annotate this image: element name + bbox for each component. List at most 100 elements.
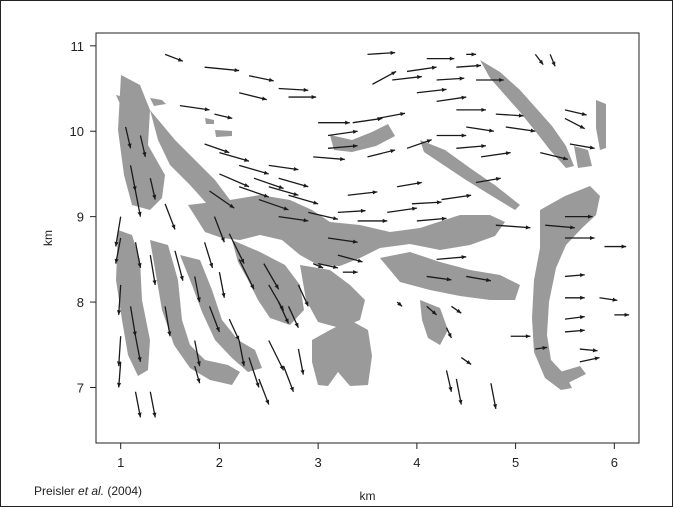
wind-arrow <box>114 237 122 264</box>
wind-arrow <box>278 301 290 324</box>
wind-arrow <box>116 284 122 315</box>
wind-arrow <box>238 186 269 198</box>
wind-arrow <box>426 56 455 61</box>
wind-arrow <box>164 53 184 62</box>
fuel-patch <box>150 98 166 106</box>
wind-arrow <box>535 345 548 351</box>
wind-arrow <box>436 133 467 138</box>
wind-arrow <box>327 144 358 149</box>
x-tick-label: 4 <box>413 455 420 470</box>
wind-arrow <box>268 340 285 371</box>
wind-arrow <box>397 181 422 188</box>
wind-arrow <box>564 328 585 333</box>
wind-arrow <box>460 357 472 365</box>
wind-arrow <box>396 301 403 307</box>
wind-arrow <box>268 164 299 172</box>
wind-arrow <box>475 176 501 184</box>
y-tick-label: 11 <box>71 39 85 54</box>
wind-arrow <box>288 95 317 100</box>
wind-arrow <box>194 365 201 384</box>
wind-arrow <box>564 273 585 278</box>
wind-arrow <box>495 224 531 230</box>
wind-arrow <box>337 208 366 214</box>
wind-arrow <box>149 391 157 418</box>
wind-arrow <box>456 107 486 112</box>
wind-arrow <box>248 75 274 82</box>
x-axis-title: km <box>360 489 376 503</box>
fuel-patch <box>560 366 586 384</box>
y-tick-label: 8 <box>77 295 84 310</box>
fuel-patches <box>116 60 606 390</box>
wind-arrow <box>480 151 511 158</box>
wind-arrow <box>317 262 339 269</box>
wind-arrow <box>445 327 453 339</box>
wind-arrow <box>278 87 309 93</box>
x-tick-label: 3 <box>315 455 322 470</box>
fuel-patch <box>380 252 520 300</box>
wind-arrow <box>164 203 176 230</box>
wind-arrow <box>569 143 595 150</box>
wind-arrow <box>490 383 497 409</box>
wind-arrow <box>564 117 585 130</box>
wind-arrow <box>510 334 531 339</box>
wind-arrow <box>377 112 406 120</box>
wind-arrow <box>287 306 299 328</box>
wind-arrow <box>455 378 463 405</box>
wind-arrow <box>194 276 201 303</box>
wind-arrow <box>139 135 147 158</box>
fuel-patch <box>312 320 372 386</box>
fuel-patch <box>116 230 150 376</box>
y-tick-label: 7 <box>77 380 84 395</box>
wind-arrow <box>228 318 240 341</box>
wind-arrow <box>564 295 585 300</box>
wind-arrows <box>114 50 630 418</box>
wind-arrow <box>604 244 627 249</box>
wind-arrow <box>540 151 569 161</box>
wind-arrow <box>476 77 504 83</box>
wind-arrow <box>466 52 477 57</box>
fuel-patch <box>532 186 600 390</box>
x-tick-label: 2 <box>216 455 223 470</box>
wind-arrow <box>219 173 250 188</box>
wind-arrow <box>416 87 447 94</box>
wind-arrow <box>129 165 137 192</box>
wind-arrow <box>134 242 142 269</box>
y-tick-label: 9 <box>77 210 84 225</box>
wind-arrow <box>149 254 157 286</box>
wind-arrow <box>228 233 245 264</box>
credit-year: (2004) <box>104 484 143 498</box>
wind-arrow <box>297 284 309 307</box>
wind-arrow <box>174 250 184 281</box>
wind-arrow <box>564 214 593 219</box>
wind-arrow <box>579 356 600 363</box>
axes: 1 2 3 4 5 6 7 8 9 10 11 km km <box>41 39 618 503</box>
wind-arrow <box>117 361 122 388</box>
credit-author: Preisler <box>34 484 79 498</box>
wind-arrow <box>505 126 536 133</box>
wind-arrow <box>495 113 524 118</box>
wind-arrow <box>342 270 358 275</box>
wind-arrow <box>268 186 299 196</box>
fuel-patch <box>330 124 395 152</box>
wind-arrow <box>451 305 462 314</box>
wind-arrow <box>367 50 396 56</box>
figure-credit: Preisler et al. (2004) <box>34 484 142 498</box>
wind-arrow <box>411 200 442 205</box>
wind-arrow <box>416 216 447 222</box>
fuel-patch <box>596 100 606 150</box>
wind-arrow <box>213 216 225 243</box>
wind-arrow <box>436 255 467 261</box>
wind-arrow <box>599 297 618 302</box>
wind-arrow <box>445 370 453 392</box>
fuel-patch <box>150 110 240 222</box>
wind-arrow <box>327 129 358 137</box>
wind-arrow <box>124 126 132 149</box>
wind-arrow <box>116 336 122 367</box>
wind-arrow <box>426 305 438 316</box>
credit-et-al: et al. <box>78 484 105 498</box>
wind-arrow <box>282 365 295 392</box>
wind-arrow <box>134 336 142 362</box>
wind-arrow <box>327 237 358 244</box>
wind-arrow <box>367 149 396 158</box>
